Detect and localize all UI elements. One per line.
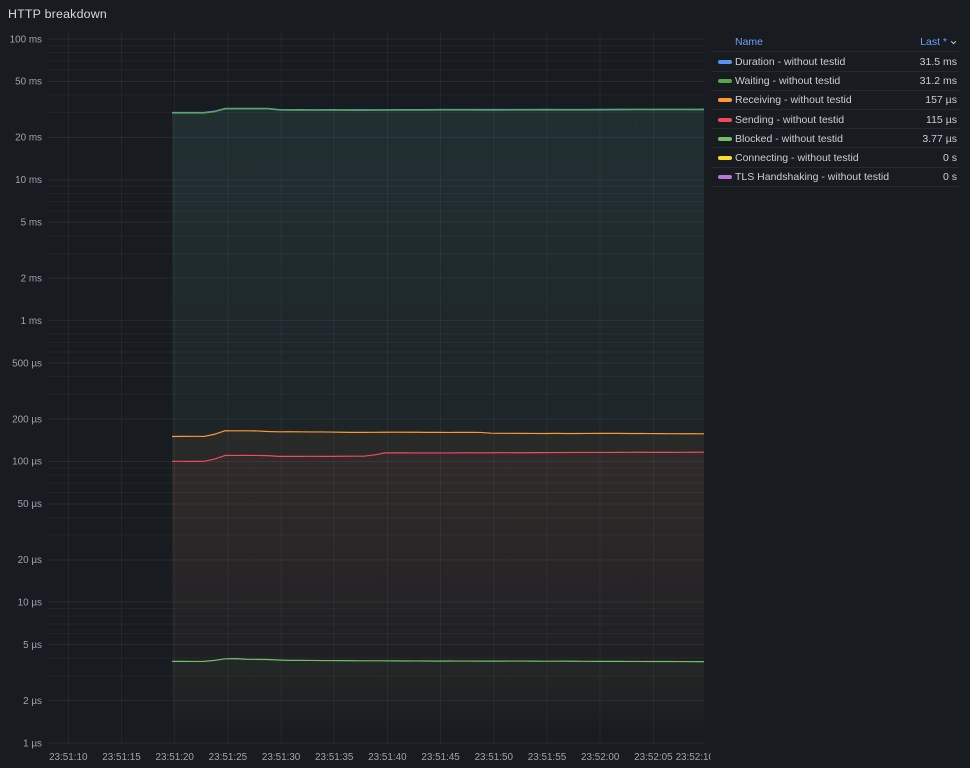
svg-text:23:51:15: 23:51:15 xyxy=(102,752,141,763)
svg-text:20 ms: 20 ms xyxy=(15,133,42,144)
svg-text:1 ms: 1 ms xyxy=(21,316,42,327)
svg-text:23:51:45: 23:51:45 xyxy=(421,752,460,763)
svg-text:23:52:00: 23:52:00 xyxy=(581,752,620,763)
svg-text:2 ms: 2 ms xyxy=(21,274,42,285)
svg-text:23:51:20: 23:51:20 xyxy=(155,752,194,763)
svg-text:23:51:55: 23:51:55 xyxy=(528,752,567,763)
svg-text:23:51:10: 23:51:10 xyxy=(49,752,88,763)
svg-text:100 ms: 100 ms xyxy=(10,34,42,45)
svg-text:23:51:40: 23:51:40 xyxy=(368,752,407,763)
svg-text:1 µs: 1 µs xyxy=(23,738,42,749)
svg-text:2 µs: 2 µs xyxy=(23,696,42,707)
svg-text:10 µs: 10 µs xyxy=(18,598,42,609)
svg-text:100 µs: 100 µs xyxy=(12,457,42,468)
svg-text:23:51:35: 23:51:35 xyxy=(315,752,354,763)
svg-text:20 µs: 20 µs xyxy=(18,555,42,566)
svg-text:23:51:50: 23:51:50 xyxy=(475,752,514,763)
svg-text:23:52:10: 23:52:10 xyxy=(676,752,715,763)
svg-text:23:51:25: 23:51:25 xyxy=(209,752,248,763)
svg-text:50 µs: 50 µs xyxy=(18,499,42,510)
svg-text:5 µs: 5 µs xyxy=(23,640,42,651)
svg-text:200 µs: 200 µs xyxy=(12,414,42,425)
svg-text:23:51:30: 23:51:30 xyxy=(262,752,301,763)
svg-text:5 ms: 5 ms xyxy=(21,218,42,229)
svg-text:10 ms: 10 ms xyxy=(15,175,42,186)
svg-text:50 ms: 50 ms xyxy=(15,77,42,88)
svg-text:23:52:05: 23:52:05 xyxy=(634,752,673,763)
svg-text:500 µs: 500 µs xyxy=(12,358,42,369)
